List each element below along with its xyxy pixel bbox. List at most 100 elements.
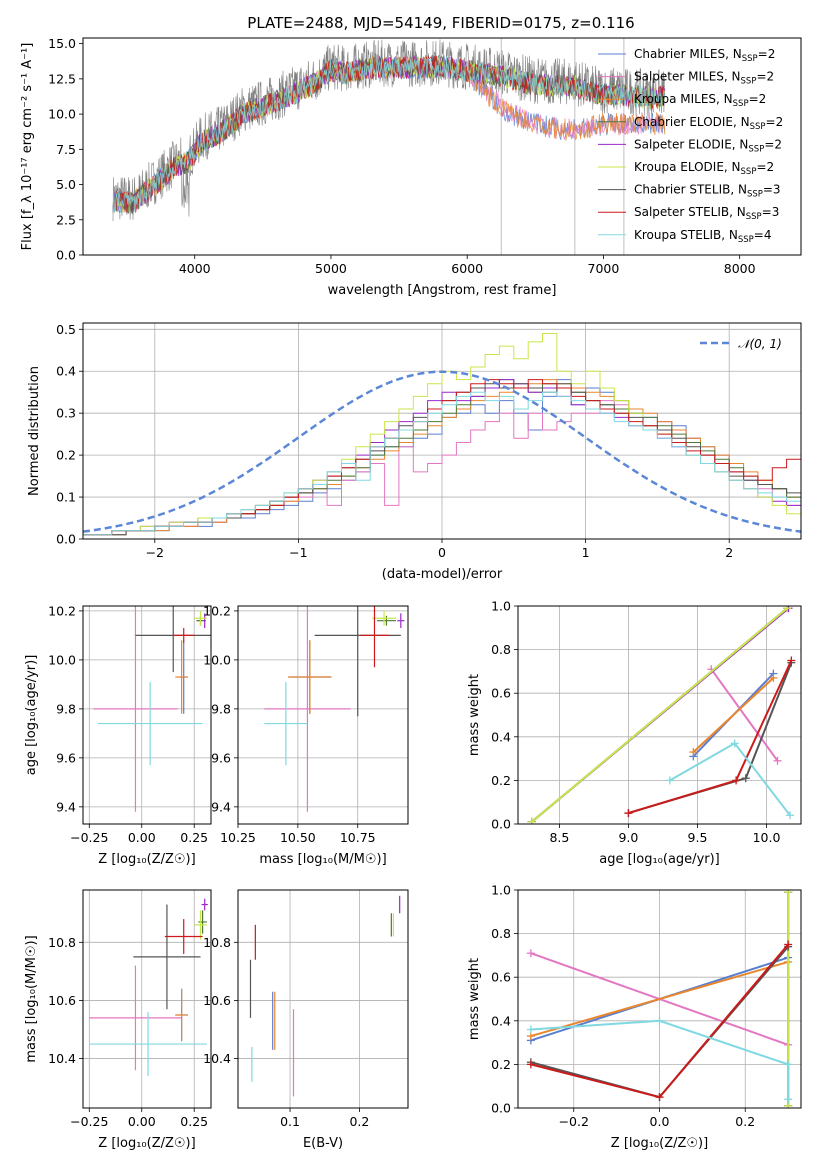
weight-marker — [665, 776, 674, 785]
y-tick-label: 0.4 — [56, 364, 76, 379]
x-tick-label: −0.2 — [559, 1114, 589, 1129]
x-axis-label: Z [log₁₀(Z/Z☉)] — [611, 1136, 708, 1151]
errorbar-salp-stelib — [173, 628, 195, 643]
weight-line-krou-miles — [692, 677, 775, 753]
y-tick-label: 12.5 — [48, 71, 76, 86]
gaussian-curve — [83, 370, 801, 533]
panel-age-mass: 10.25 10.50 10.75 9.4 9.6 9.8 10.0 10.2 mass [lo… — [203, 603, 409, 867]
x-axis-label: Z [log₁₀(Z/Z☉)] — [98, 852, 195, 867]
x-axis-label: Z [log₁₀(Z/Z☉)] — [98, 1136, 195, 1151]
weight-line-salp-miles — [710, 668, 779, 762]
y-axis-label: mass weight — [467, 958, 482, 1040]
y-tick-label: 9.6 — [211, 750, 231, 765]
y-tick-label: 9.8 — [211, 701, 231, 716]
plot-area-age-Z — [93, 606, 211, 812]
y-tick-label: 0.0 — [56, 532, 76, 547]
errorbar-salp-elodie — [201, 898, 208, 911]
axes-frame — [237, 889, 409, 1109]
y-tick-label: 0.0 — [491, 1101, 511, 1116]
y-axis-label: mass weight — [467, 674, 482, 756]
weight-line-krou-miles — [530, 960, 789, 1038]
y-tick-label: 0.4 — [491, 729, 511, 744]
errorbar-salp-stelib — [360, 606, 389, 668]
legend-label: Chabrier STELIB, NSSP=3 — [634, 183, 781, 200]
y-tick-label: 0.2 — [56, 448, 76, 463]
y-tick-label: 10.4 — [48, 1051, 76, 1066]
y-tick-label: 10.2 — [48, 603, 76, 618]
axes-frame — [82, 605, 212, 825]
panel-weight-age: 8.5 9.0 9.5 10.0 0.0 0.2 0.4 0.6 0.8 1.0 age [log₁… — [467, 599, 802, 867]
y-tick-label: 0.6 — [491, 970, 511, 985]
y-tick-label: 0.0 — [56, 248, 76, 263]
y-tick-label: 10.0 — [48, 652, 76, 667]
y-tick-label: 15.0 — [48, 36, 76, 51]
x-axis-label: age [log₁₀(age/yr)] — [599, 852, 720, 867]
axes-frame — [237, 605, 409, 825]
weight-marker — [526, 949, 535, 958]
panel-mass-EBV: 0.1 0.2 10.4 10.6 10.8 E(B-V) — [203, 889, 409, 1151]
x-tick-label: 10.75 — [340, 830, 376, 845]
x-tick-label: 0.00 — [128, 830, 156, 845]
y-tick-label: 0.8 — [491, 926, 511, 941]
x-tick-label: 8.5 — [549, 830, 569, 845]
weight-marker — [769, 673, 778, 682]
errorbar-krou-elodie — [372, 610, 397, 626]
x-tick-label: 9.0 — [618, 830, 638, 845]
y-tick-label: 7.5 — [56, 142, 76, 157]
legend-residuals: 𝒩(0, 1) — [700, 337, 782, 351]
errorbar-krou-stelib — [97, 681, 203, 766]
x-tick-label: 8000 — [724, 261, 756, 276]
errorbar-krou-miles — [175, 988, 188, 1042]
errorbar-krou-stelib — [264, 681, 308, 766]
y-tick-label: 1.0 — [491, 883, 511, 898]
x-tick-label: 0.2 — [735, 1114, 755, 1129]
y-axis-label: mass [log₁₀(M/M☉)] — [24, 935, 39, 1062]
x-tick-label: 6000 — [451, 261, 483, 276]
errorbar-krou-elodie — [194, 910, 207, 940]
weight-marker — [655, 1016, 664, 1025]
plot-area-mass-Z — [89, 898, 208, 1077]
errorbar-salp-stelib — [164, 919, 203, 954]
x-axis-label: E(B-V) — [303, 1136, 343, 1151]
weight-marker — [783, 606, 792, 613]
x-tick-label: 10.25 — [220, 830, 256, 845]
x-tick-label: −2 — [146, 545, 164, 560]
panel-residuals: −2 −1 0 1 2 0.0 0.1 0.2 0.3 0.4 0.5 (data-model)/er… — [27, 322, 802, 582]
axes-frame — [82, 37, 802, 256]
errorbar-salp-miles — [93, 606, 178, 812]
legend-label: Chabrier MILES, NSSP=2 — [634, 47, 775, 64]
x-tick-label: 0.25 — [180, 1114, 208, 1129]
y-tick-label: 10.0 — [48, 107, 76, 122]
axes-frame — [82, 889, 212, 1109]
legend-label: Chabrier ELODIE, NSSP=2 — [634, 115, 783, 132]
weight-marker — [741, 774, 750, 783]
y-tick-label: 0.5 — [56, 322, 76, 337]
legend-label: Salpeter ELODIE, NSSP=2 — [634, 137, 782, 154]
plot-area-weight-Z — [526, 890, 793, 1108]
y-tick-label: 1.0 — [491, 599, 511, 614]
errorbar-chab-stelib — [133, 904, 201, 1010]
weight-marker — [784, 940, 793, 949]
weight-marker — [689, 748, 698, 757]
y-tick-label: 0.3 — [56, 406, 76, 421]
x-axis-label: (data-model)/error — [382, 567, 503, 582]
weight-marker — [784, 1095, 793, 1104]
panel-mass-Z: −0.25 0.00 0.25 10.4 10.6 10.8 Z [log₁₀(Z/Z☉)]… — [24, 889, 212, 1151]
y-axis-label: Normed distribution — [27, 366, 42, 496]
weight-marker — [624, 809, 633, 818]
weight-marker — [527, 817, 536, 824]
x-tick-label: 0.25 — [180, 830, 208, 845]
y-tick-label: 10.6 — [48, 993, 76, 1008]
y-tick-label: 9.6 — [56, 750, 76, 765]
x-tick-label: 0.00 — [128, 1114, 156, 1129]
errorbar-salp-elodie — [397, 613, 405, 629]
panel-spectrum: 4000 5000 6000 7000 8000 0.0 2.5 5.0 7.5 10.0 12.5… — [20, 36, 802, 298]
errorbar-chab-elodie — [376, 615, 397, 626]
y-tick-label: 10.8 — [203, 935, 231, 950]
plot-area-spectrum — [112, 38, 666, 255]
x-tick-label: 7000 — [588, 261, 620, 276]
plot-area-residuals — [83, 333, 801, 539]
y-tick-label: 0.2 — [491, 773, 511, 788]
y-tick-label: 2.5 — [56, 212, 76, 227]
